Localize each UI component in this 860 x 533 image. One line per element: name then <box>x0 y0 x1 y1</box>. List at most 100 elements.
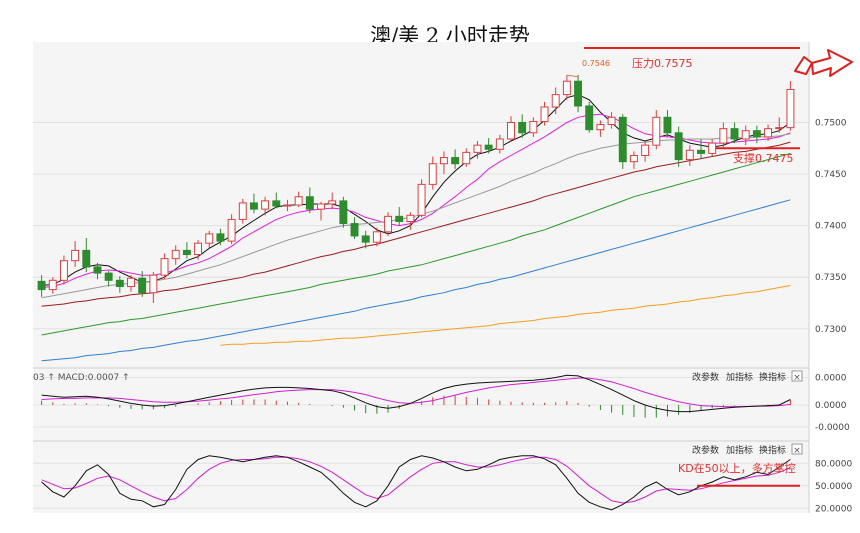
macd-indicator-label: 03 ↑ MACD:0.0007 ↑ <box>33 373 130 383</box>
candle <box>350 217 359 240</box>
candle <box>596 120 605 137</box>
candle <box>384 212 393 236</box>
candle-body <box>71 249 80 262</box>
kd-edit-params-button[interactable]: 改参数 <box>692 444 719 456</box>
macd-dif-line <box>41 374 791 413</box>
candle <box>305 187 314 214</box>
candle <box>764 124 773 142</box>
candle <box>708 138 717 157</box>
candle-body <box>462 151 471 165</box>
candle-body <box>607 116 616 126</box>
candle <box>59 255 68 285</box>
candle-body <box>93 266 102 274</box>
candle <box>507 116 515 143</box>
series-ma60 <box>41 141 791 307</box>
candle-body <box>439 157 448 165</box>
candle-body <box>249 202 258 210</box>
candle <box>82 238 91 273</box>
candle <box>741 125 750 146</box>
candle-body <box>305 196 314 210</box>
candle-body <box>708 142 717 154</box>
candle <box>328 192 337 210</box>
candle <box>294 191 303 208</box>
candle <box>775 117 784 133</box>
candle <box>629 151 638 169</box>
candle <box>317 201 325 221</box>
resistance-label: 压力0.7575 <box>632 57 693 70</box>
kd-y-tick: 20.0000 <box>815 504 852 514</box>
candle-body <box>37 280 46 291</box>
kd-panel <box>33 441 809 513</box>
candle-body <box>730 128 739 140</box>
candle-body <box>115 279 124 287</box>
candle <box>428 156 437 190</box>
macd-switch-indicator-button[interactable]: 换指标 <box>759 371 786 383</box>
candle-body <box>182 249 191 256</box>
candle-body <box>372 231 381 243</box>
macd-dea-line <box>41 377 791 408</box>
candle-body <box>484 144 493 150</box>
price-y-tick: 0.7450 <box>815 170 847 180</box>
macd-y-tick: -0.0000 <box>815 423 850 433</box>
candle <box>138 271 147 297</box>
kd-close-icon[interactable]: × <box>791 443 803 456</box>
macd-close-icon[interactable]: × <box>791 370 803 383</box>
macd-add-indicator-button[interactable]: 加指标 <box>726 371 753 383</box>
candle <box>406 212 415 230</box>
candle-body <box>775 127 784 130</box>
candle-body <box>473 144 482 153</box>
candle-body <box>194 242 203 256</box>
candle-body <box>551 94 560 108</box>
candle-body <box>674 132 683 161</box>
candle-body <box>451 157 460 165</box>
candle <box>786 81 795 131</box>
candle-body <box>495 138 504 150</box>
candle <box>127 275 135 292</box>
peak-marker <box>566 74 579 78</box>
candle-body <box>294 196 303 206</box>
candle-body <box>596 124 605 131</box>
candle <box>361 230 370 249</box>
kd-close-glyph: × <box>793 446 801 456</box>
candle <box>48 277 57 294</box>
candle <box>216 228 225 246</box>
candle <box>115 276 124 293</box>
candle <box>283 199 292 212</box>
candle-body <box>261 200 270 210</box>
macd-y-tick: 0.0000 <box>815 374 847 384</box>
candle-body <box>629 154 638 163</box>
candle <box>652 110 661 150</box>
candle-body <box>562 80 571 96</box>
candle-body <box>82 249 91 268</box>
candle <box>529 117 538 137</box>
candle-body <box>384 215 393 233</box>
candle <box>451 149 460 169</box>
candle <box>339 196 348 228</box>
candle-body <box>205 233 214 244</box>
candle-body <box>752 130 761 138</box>
candle-body <box>171 249 180 260</box>
candle <box>439 151 448 175</box>
candle-body <box>59 260 68 281</box>
candle-body <box>406 214 415 223</box>
candle <box>663 110 672 137</box>
peak-price-label: 0.7546 <box>582 59 610 68</box>
series-ma20 <box>41 133 791 299</box>
candle-body <box>618 116 627 163</box>
candle <box>752 125 761 144</box>
candle <box>194 240 203 260</box>
candle-body <box>641 144 650 156</box>
kd-switch-indicator-button[interactable]: 换指标 <box>759 444 786 456</box>
candle <box>104 271 113 287</box>
candle <box>585 101 594 133</box>
candle-body <box>697 149 705 154</box>
kd-y-tick: 50.0000 <box>815 482 852 492</box>
kd-add-indicator-button[interactable]: 加指标 <box>726 444 753 456</box>
candle-body <box>663 116 672 134</box>
candle-body <box>574 80 583 107</box>
macd-edit-params-button[interactable]: 改参数 <box>692 371 719 383</box>
series-ma5 <box>41 94 791 286</box>
candle <box>562 75 571 100</box>
candle-body <box>417 183 426 216</box>
